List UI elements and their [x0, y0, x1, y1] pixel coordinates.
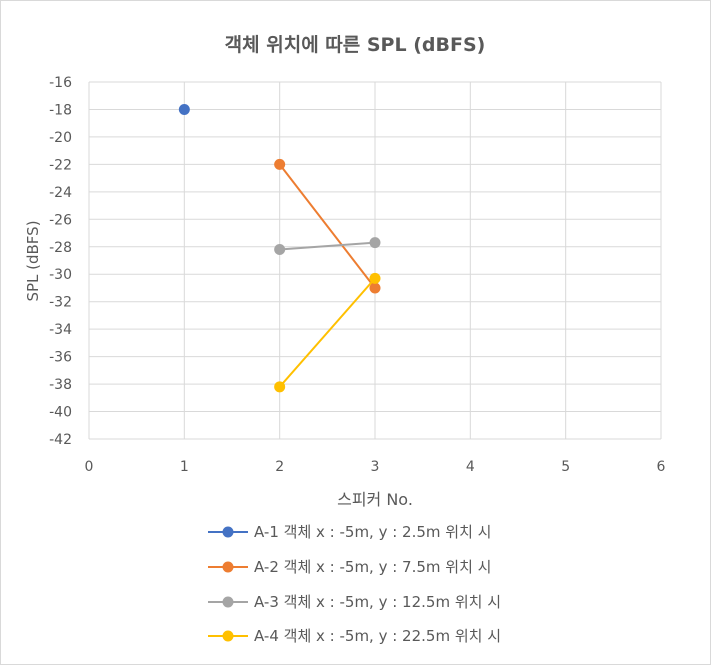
series-line	[278, 277, 376, 388]
legend-marker	[222, 596, 234, 608]
data-point	[369, 272, 381, 284]
legend-label: A-2 객체 x : -5m, y : 7.5m 위치 시	[254, 558, 491, 576]
legend-label: A-1 객체 x : -5m, y : 2.5m 위치 시	[254, 523, 491, 541]
x-tick-label: 3	[371, 459, 380, 475]
legend-item: A-1 객체 x : -5m, y : 2.5m 위치 시	[208, 523, 491, 541]
y-tick-label: -26	[49, 212, 72, 228]
y-tick-label: -42	[49, 432, 72, 448]
data-point	[274, 381, 286, 393]
data-point	[274, 158, 286, 170]
y-axis-label: SPL (dBFS)	[24, 220, 42, 301]
series-layer	[178, 103, 381, 393]
y-tick-label: -22	[49, 157, 72, 173]
y-tick-label: -28	[49, 240, 72, 256]
y-tick-label: -24	[49, 185, 72, 201]
series-1	[178, 103, 190, 115]
x-tick-label: 6	[657, 459, 666, 475]
y-tick-label: -34	[49, 322, 72, 338]
series-2	[274, 158, 381, 294]
legend-marker	[222, 630, 234, 642]
y-tick-label: -20	[49, 130, 72, 146]
x-tick-label: 0	[85, 459, 94, 475]
y-tick-label: -32	[49, 295, 72, 311]
legend-marker	[222, 561, 234, 573]
series-3	[274, 237, 381, 256]
data-point	[369, 282, 381, 294]
legend-item: A-3 객체 x : -5m, y : 12.5m 위치 시	[208, 593, 501, 611]
data-point	[178, 103, 190, 115]
y-tick-label: -30	[49, 267, 72, 283]
data-point	[274, 244, 286, 256]
x-tick-label: 4	[466, 459, 475, 475]
x-axis-ticks: 0 1 2 3 4 5 6	[85, 459, 666, 475]
series-4	[274, 272, 381, 393]
legend-item: A-4 객체 x : -5m, y : 22.5m 위치 시	[208, 627, 501, 645]
legend-marker	[222, 526, 234, 538]
chart-title: 객체 위치에 따른 SPL (dBFS)	[225, 34, 486, 56]
y-axis-ticks: -16 -18 -20 -22 -24 -26 -28 -30 -32 -34 -36 -38 -40 -…	[49, 75, 72, 448]
legend-label: A-4 객체 x : -5m, y : 22.5m 위치 시	[254, 627, 501, 645]
y-tick-label: -38	[49, 377, 72, 393]
legend-label: A-3 객체 x : -5m, y : 12.5m 위치 시	[254, 593, 501, 611]
y-tick-label: -36	[49, 350, 72, 366]
legend-item: A-2 객체 x : -5m, y : 7.5m 위치 시	[208, 558, 491, 576]
y-tick-label: -40	[49, 405, 72, 421]
x-tick-label: 1	[180, 459, 189, 475]
y-tick-label: -16	[49, 75, 72, 91]
grid-lines	[88, 81, 662, 440]
legend: A-1 객체 x : -5m, y : 2.5m 위치 시 A-2 객체 x : …	[208, 523, 501, 645]
x-tick-label: 5	[561, 459, 570, 475]
y-tick-label: -18	[49, 102, 72, 118]
data-point	[369, 237, 381, 249]
x-tick-label: 2	[275, 459, 284, 475]
series-line	[279, 241, 376, 251]
x-axis-label: 스피커 No.	[337, 490, 413, 509]
series-line	[278, 163, 376, 289]
